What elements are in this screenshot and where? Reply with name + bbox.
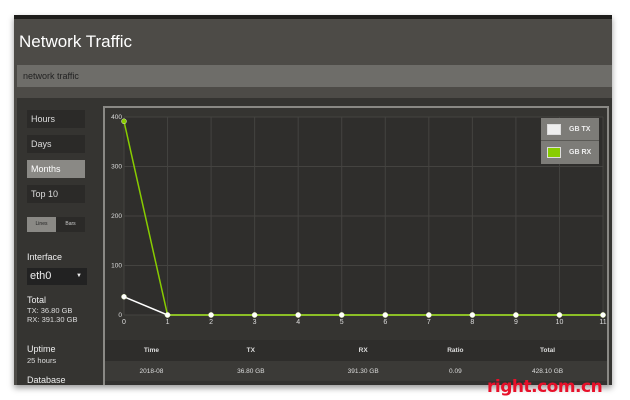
data-point: [556, 312, 563, 318]
x-tick-label: 5: [340, 319, 344, 326]
interface-select[interactable]: eth0 ▼: [27, 268, 87, 285]
x-tick-label: 9: [514, 319, 518, 326]
col-total: Total: [488, 340, 607, 361]
toggle-bars[interactable]: Bars: [65, 221, 76, 227]
view-toggle: Lines Bars: [27, 217, 85, 232]
col-rx: RX: [303, 340, 423, 361]
top-strip: [14, 15, 612, 19]
data-point: [513, 312, 519, 318]
y-tick-label: 300: [111, 164, 122, 171]
legend-label: GB TX: [569, 125, 591, 133]
breadcrumb: network traffic: [17, 65, 612, 87]
database-label: Database: [27, 375, 66, 385]
col-time: Time: [105, 340, 198, 361]
y-tick-label: 0: [118, 312, 122, 319]
uptime-value: 25 hours: [27, 356, 57, 365]
rx-swatch: [547, 146, 561, 158]
data-point: [121, 294, 127, 300]
y-tick-label: 200: [111, 213, 122, 220]
col-ratio: Ratio: [422, 340, 489, 361]
watermark: right.com.cn: [487, 377, 603, 397]
nav-hours[interactable]: Hours: [27, 110, 85, 128]
x-tick-label: 3: [253, 319, 257, 326]
x-tick-label: 10: [556, 319, 564, 326]
nav-top10[interactable]: Top 10: [27, 185, 85, 203]
cell: 0.09: [422, 361, 489, 381]
data-point: [600, 312, 606, 318]
uptime-label: Uptime: [27, 344, 56, 354]
interface-value: eth0: [30, 270, 52, 282]
x-tick-label: 8: [470, 319, 474, 326]
total-tx: TX: 36.80 GB: [27, 306, 73, 315]
col-tx: TX: [197, 340, 304, 361]
nav-months[interactable]: Months: [27, 160, 85, 178]
tx-swatch: [547, 123, 561, 135]
y-tick-label: 100: [111, 263, 122, 270]
data-point: [382, 312, 389, 318]
chart-legend: GB TX GB RX: [541, 118, 599, 164]
traffic-chart: 0 1 2 3 4 5 6 7 8 9 10 11 0 100 200 300 400: [111, 114, 607, 326]
y-tick-label: 400: [111, 114, 122, 121]
table-row: 2018-08 36.80 GB 391.30 GB 0.09 428.10 G…: [105, 361, 607, 381]
series-line-rx: [123, 121, 603, 316]
cell: 391.30 GB: [303, 361, 423, 381]
chart-panel: 0 1 2 3 4 5 6 7 8 9 10 11 0 100 200 300 400 GB TX GB RX …: [103, 106, 609, 385]
legend-item-tx[interactable]: GB TX: [541, 118, 599, 140]
data-point: [121, 118, 127, 125]
nav-days[interactable]: Days: [27, 135, 85, 153]
x-tick-label: 11: [599, 319, 606, 326]
data-point: [251, 312, 258, 318]
x-tick-label: 7: [427, 319, 431, 326]
chevron-down-icon: ▼: [76, 273, 82, 279]
toggle-lines[interactable]: Lines: [27, 217, 56, 232]
page-title: Network Traffic: [19, 32, 133, 51]
x-tick-label: 2: [209, 319, 213, 326]
cell: 428.10 GB: [488, 361, 607, 381]
interface-label: Interface: [27, 252, 63, 262]
total-label: Total: [27, 295, 47, 305]
x-tick-label: 1: [166, 319, 170, 326]
legend-item-rx[interactable]: GB RX: [541, 140, 599, 163]
traffic-table: Time TX RX Ratio Total 2018-08 36.80 GB …: [105, 340, 607, 385]
data-point: [295, 312, 301, 318]
data-point: [426, 312, 432, 318]
legend-label: GB RX: [569, 148, 592, 156]
x-tick-label: 0: [122, 319, 126, 326]
app-window: Network Traffic network traffic Hours Da…: [14, 15, 612, 385]
data-point: [338, 312, 345, 318]
data-point: [164, 312, 171, 318]
table-header: Time TX RX Ratio Total: [105, 340, 607, 361]
cell: 2018-08: [105, 361, 198, 381]
x-tick-label: 4: [296, 319, 300, 326]
cell: 36.80 GB: [197, 361, 304, 381]
data-point: [208, 312, 214, 318]
total-rx: RX: 391.30 GB: [27, 315, 78, 324]
x-tick-label: 6: [383, 319, 387, 326]
table-row: [105, 381, 607, 385]
content-area: Hours Days Months Top 10 Lines Bars Inter…: [17, 98, 612, 385]
data-point: [469, 312, 476, 318]
